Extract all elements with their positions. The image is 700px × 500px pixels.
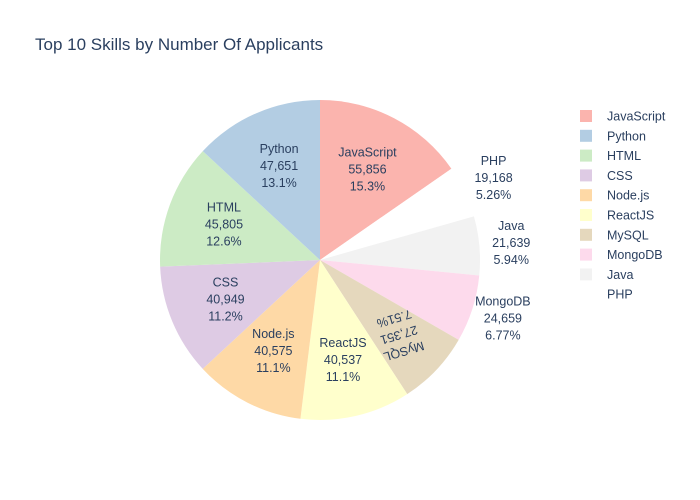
legend-item-mysql[interactable]: MySQL	[580, 228, 649, 242]
legend-swatch-javascript	[580, 110, 592, 122]
slice-labels: JavaScript 55,856 15.3% PHP 19,168 5.26% Java 2…	[205, 142, 531, 384]
slice-label-python: Python 47,651 13.1%	[260, 142, 299, 190]
legend-label-css: CSS	[607, 169, 633, 183]
slice-label-mongodb: MongoDB 24,659 6.77%	[475, 294, 531, 342]
legend-label-html: HTML	[607, 149, 641, 163]
legend-label-java: Java	[607, 268, 633, 282]
pie-slice-html[interactable]	[160, 151, 320, 267]
legend-item-php[interactable]: PHP	[580, 288, 633, 302]
legend-swatch-css	[580, 169, 592, 182]
legend-swatch-php	[580, 288, 592, 301]
legend-swatch-html	[580, 149, 592, 162]
legend: JavaScript Python HTML CSS Node.js ReactJS MyS…	[580, 110, 666, 302]
slice-label-node-js: Node.js 40,575 11.1%	[252, 327, 294, 375]
legend-label-mysql: MySQL	[607, 228, 649, 242]
legend-item-node-js[interactable]: Node.js	[580, 189, 649, 203]
pie-slices	[160, 100, 480, 420]
legend-label-node-js: Node.js	[607, 189, 649, 203]
legend-label-python: Python	[607, 129, 646, 143]
legend-swatch-mongodb	[580, 248, 592, 261]
legend-swatch-reactjs	[580, 209, 592, 221]
legend-item-java[interactable]: Java	[580, 268, 633, 282]
slice-label-php: PHP 19,168 5.26%	[474, 154, 512, 202]
legend-label-mongodb: MongoDB	[607, 248, 663, 262]
pie-slice-javascript[interactable]	[320, 100, 452, 260]
legend-item-html[interactable]: HTML	[580, 149, 641, 163]
legend-item-css[interactable]: CSS	[580, 169, 633, 183]
slice-label-java: Java 21,639 5.94%	[492, 219, 530, 267]
slice-label-html: HTML 45,805 12.6%	[205, 201, 243, 249]
legend-item-reactjs[interactable]: ReactJS	[580, 209, 654, 223]
legend-swatch-node-js	[580, 189, 592, 202]
legend-swatch-python	[580, 129, 592, 142]
legend-item-javascript[interactable]: JavaScript	[580, 110, 666, 124]
pie-slice-php[interactable]	[320, 168, 474, 260]
pie-slice-reactjs[interactable]	[300, 260, 408, 420]
pie-slice-css[interactable]	[160, 260, 320, 369]
pie-slice-mongodb[interactable]	[320, 260, 480, 340]
legend-label-php: PHP	[607, 288, 633, 302]
pie-slice-node-js[interactable]	[202, 260, 320, 419]
legend-swatch-java	[580, 268, 592, 281]
legend-item-python[interactable]: Python	[580, 129, 646, 143]
pie-slice-java[interactable]	[320, 216, 480, 276]
slice-label-javascript: JavaScript 55,856 15.3%	[338, 145, 397, 193]
pie-slice-python[interactable]	[202, 100, 320, 260]
slice-label-reactjs: ReactJS 40,537 11.1%	[319, 336, 366, 384]
pie-slice-mysql[interactable]	[320, 260, 459, 395]
legend-swatch-mysql	[580, 228, 592, 241]
slice-label-css: CSS 40,949 11.2%	[206, 275, 244, 323]
chart-title: Top 10 Skills by Number Of Applicants	[35, 35, 323, 54]
legend-label-reactjs: ReactJS	[607, 209, 654, 223]
legend-item-mongodb[interactable]: MongoDB	[580, 248, 663, 262]
legend-label-javascript: JavaScript	[607, 110, 666, 124]
